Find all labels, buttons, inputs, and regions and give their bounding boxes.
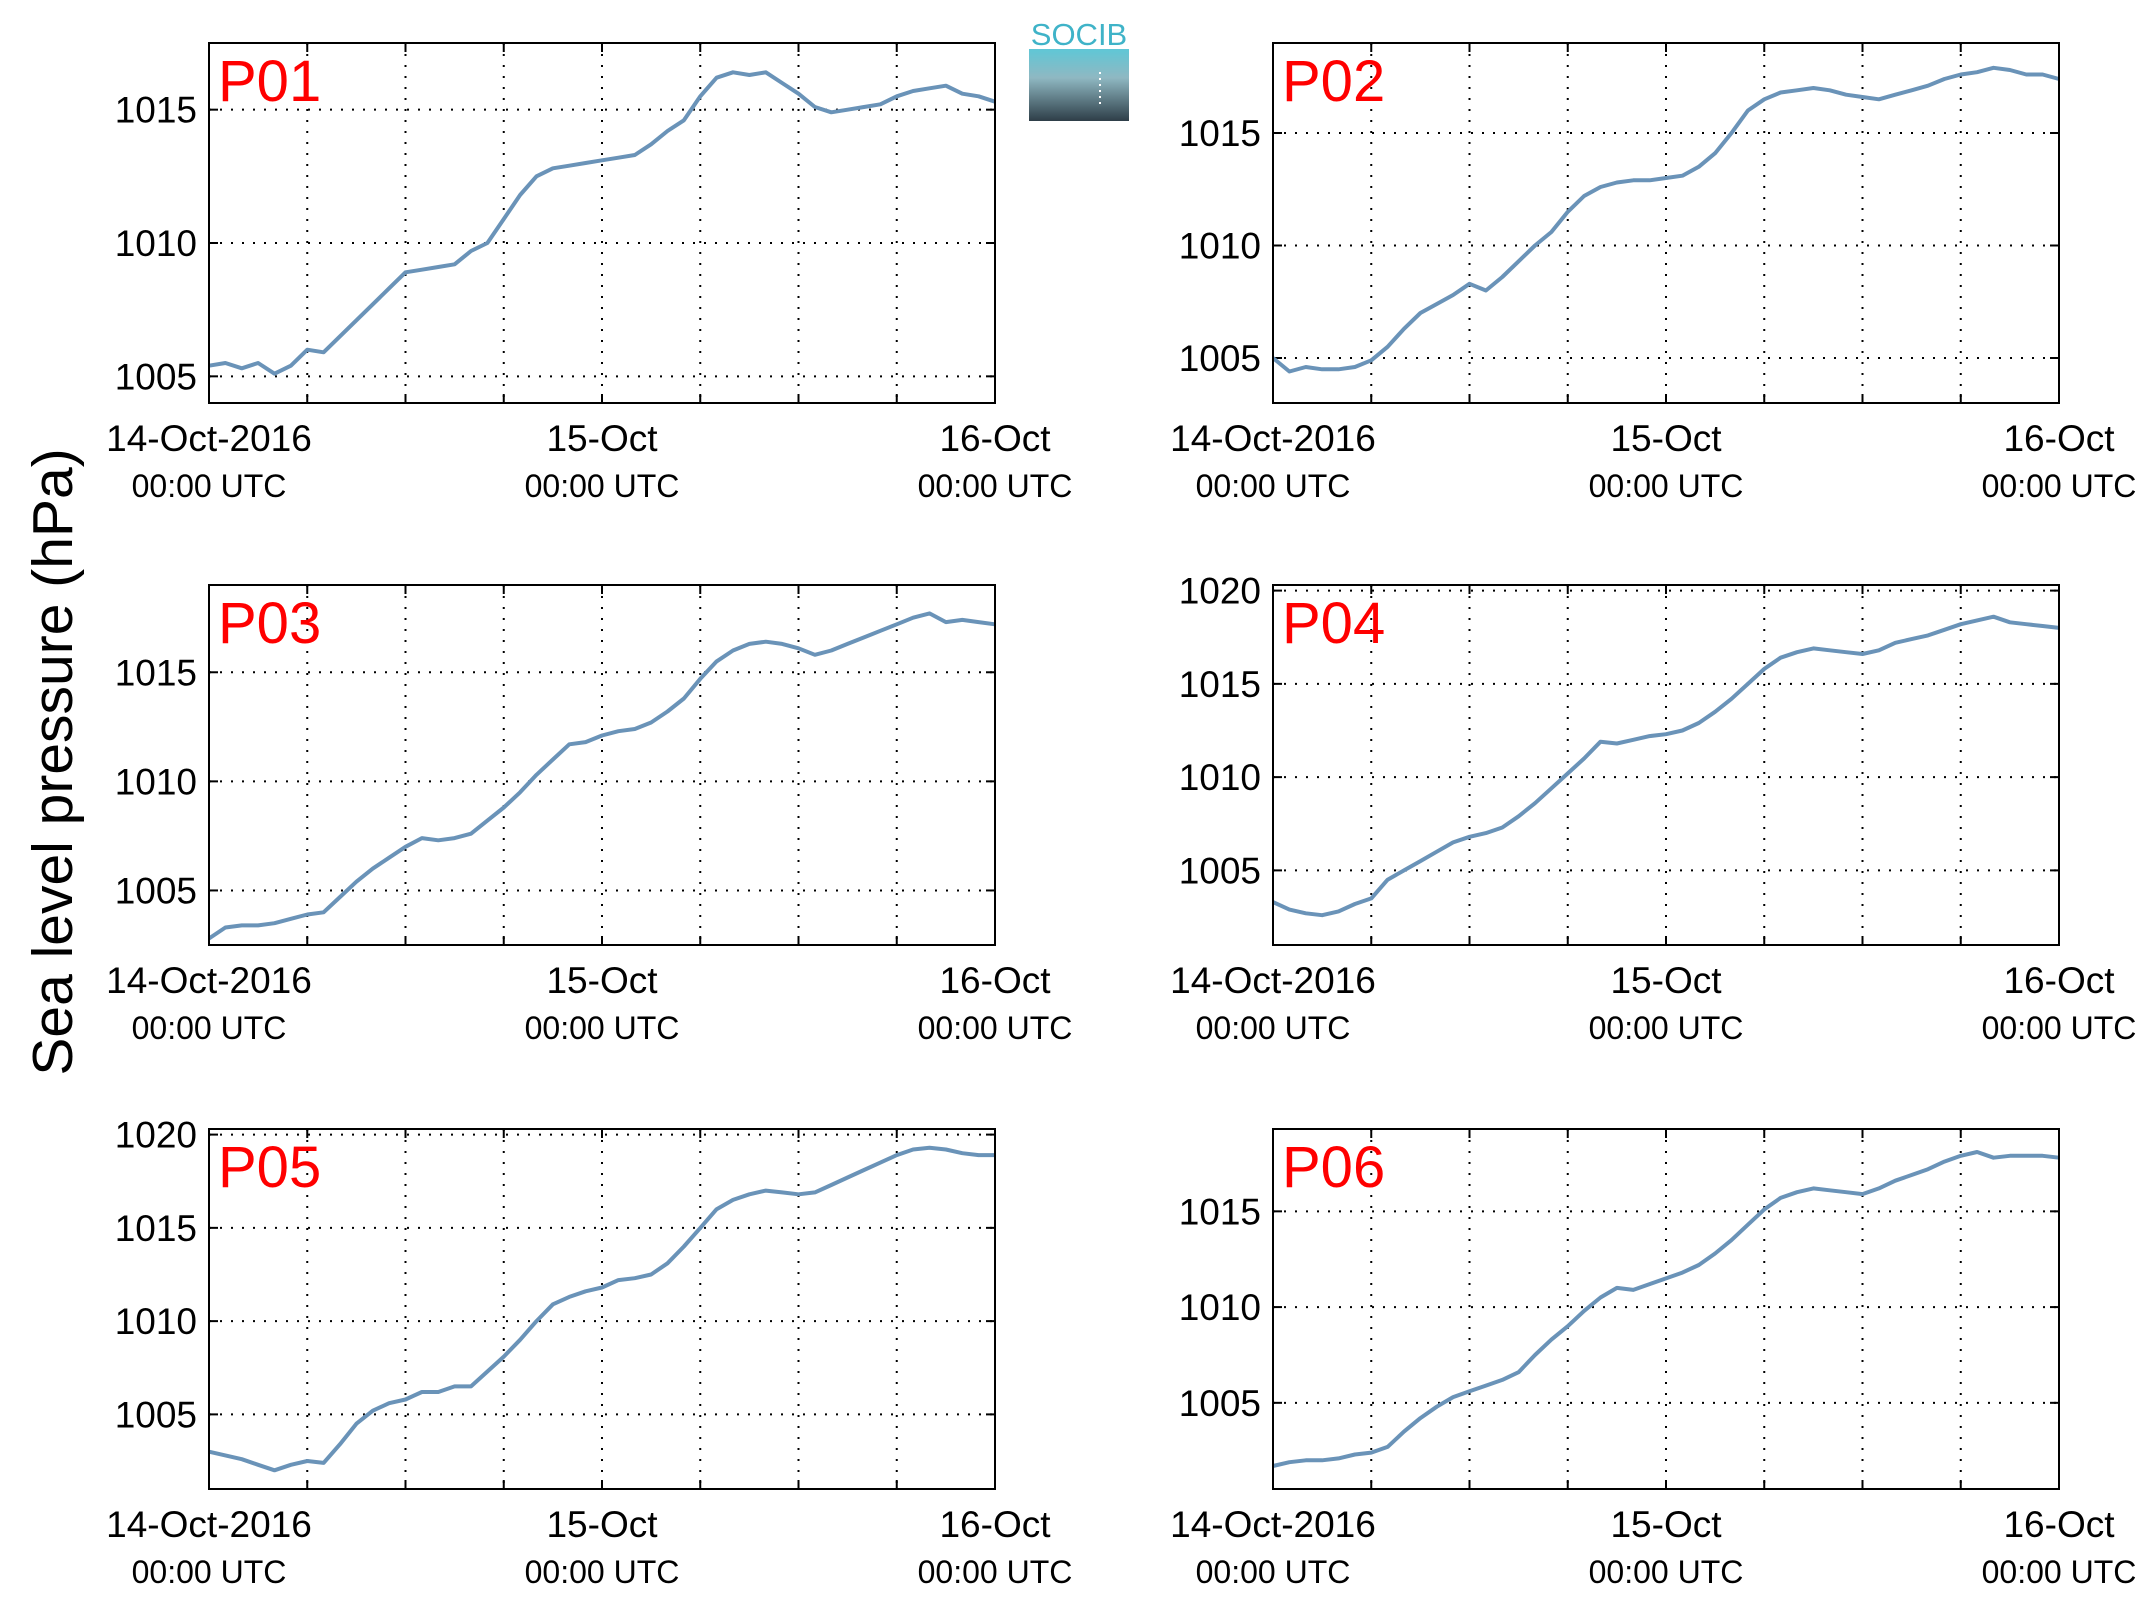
y-tick-label: 1005: [115, 870, 197, 911]
x-tick-label: 14-Oct-2016: [106, 960, 312, 1001]
x-tick-label: 15-Oct: [1610, 1504, 1722, 1545]
y-tick-label: 1010: [115, 1301, 197, 1342]
logo-text: SOCIB: [1031, 17, 1127, 52]
axes-frame: [208, 1128, 996, 1490]
x-tick-sublabel: 00:00 UTC: [1982, 468, 2137, 504]
x-tick-sublabel: 00:00 UTC: [525, 1554, 680, 1590]
y-tick-label: 1005: [1179, 338, 1261, 379]
y-tick-label: 1005: [115, 356, 197, 397]
y-tick-label: 1015: [1179, 113, 1261, 154]
socib-logo: SOCIB: [1029, 17, 1129, 121]
axes-frame: [208, 42, 996, 404]
series-line: [208, 1145, 995, 1473]
y-tick-label: 1015: [115, 652, 197, 693]
x-tick-label: 15-Oct: [546, 960, 658, 1001]
y-tick-label: 1020: [1179, 571, 1261, 612]
x-tick-label: 16-Oct: [939, 1504, 1051, 1545]
y-axis-label: Sea level pressure (hPa): [21, 448, 85, 1075]
x-tick-sublabel: 00:00 UTC: [1196, 468, 1351, 504]
axes-frame: [1272, 1128, 2060, 1490]
x-tick-sublabel: 00:00 UTC: [1589, 1010, 1744, 1046]
x-tick-label: 14-Oct-2016: [1170, 1504, 1376, 1545]
x-tick-sublabel: 00:00 UTC: [132, 1554, 287, 1590]
x-tick-label: 16-Oct: [939, 960, 1051, 1001]
panel-p05: 1005 1010 1015 1020 14-Oct-2016 00:00 UTC 15-O…: [106, 1115, 1072, 1590]
x-tick-sublabel: 00:00 UTC: [918, 468, 1073, 504]
y-tick-label: 1005: [1179, 1383, 1261, 1424]
x-tick-label: 15-Oct: [546, 418, 658, 459]
x-tick-label: 15-Oct: [1610, 960, 1722, 1001]
panel-title: P06: [1282, 1135, 1385, 1200]
x-tick-sublabel: 00:00 UTC: [1196, 1554, 1351, 1590]
y-tick-label: 1010: [1179, 226, 1261, 267]
x-tick-sublabel: 00:00 UTC: [918, 1554, 1073, 1590]
panel-p01: 1005 1010 1015 14-Oct-2016 00:00 UTC 15-Oct 00…: [106, 42, 1073, 504]
series-line: [1272, 1150, 2060, 1468]
x-tick-sublabel: 00:00 UTC: [525, 468, 680, 504]
panel-title: P04: [1282, 591, 1385, 656]
x-tick-label: 14-Oct-2016: [106, 1504, 312, 1545]
x-tick-label: 14-Oct-2016: [106, 418, 312, 459]
y-tick-label: 1005: [1179, 850, 1261, 891]
y-tick-label: 1015: [1179, 664, 1261, 705]
panel-title: P02: [1282, 49, 1385, 114]
axes-frame: [208, 584, 996, 946]
axes-frame: [1272, 584, 2060, 946]
y-tick-label: 1015: [115, 90, 197, 131]
x-tick-label: 15-Oct: [1610, 418, 1722, 459]
x-tick-sublabel: 00:00 UTC: [1589, 468, 1744, 504]
x-tick-label: 16-Oct: [2003, 1504, 2115, 1545]
panel-p06: 1005 1010 1015 14-Oct-2016 00:00 UTC 15-Oct 00…: [1170, 1128, 2137, 1590]
y-tick-label: 1005: [115, 1394, 197, 1435]
x-tick-sublabel: 00:00 UTC: [1982, 1554, 2137, 1590]
y-tick-label: 1015: [115, 1208, 197, 1249]
panel-title: P05: [218, 1135, 321, 1200]
y-tick-label: 1010: [115, 223, 197, 264]
series-line: [207, 611, 996, 941]
panel-p03: 1005 1010 1015 14-Oct-2016 00:00 UTC 15-Oct 00…: [106, 584, 1073, 1046]
x-tick-sublabel: 00:00 UTC: [132, 468, 287, 504]
x-tick-label: 16-Oct: [939, 418, 1051, 459]
y-tick-label: 1020: [115, 1115, 197, 1156]
x-tick-label: 16-Oct: [2003, 418, 2115, 459]
y-tick-label: 1010: [1179, 1287, 1261, 1328]
series-line: [1271, 65, 2060, 374]
y-tick-label: 1010: [115, 761, 197, 802]
panel-title: P01: [218, 49, 321, 114]
x-tick-label: 14-Oct-2016: [1170, 960, 1376, 1001]
x-tick-label: 15-Oct: [546, 1504, 658, 1545]
x-tick-label: 14-Oct-2016: [1170, 418, 1376, 459]
x-tick-sublabel: 00:00 UTC: [1982, 1010, 2137, 1046]
axes-frame: [1272, 42, 2060, 404]
y-tick-label: 1015: [1179, 1191, 1261, 1232]
panel-p02: 1005 1010 1015 14-Oct-2016 00:00 UTC 15-Oct 00…: [1170, 42, 2137, 504]
x-tick-sublabel: 00:00 UTC: [525, 1010, 680, 1046]
x-tick-sublabel: 00:00 UTC: [918, 1010, 1073, 1046]
series-line: [208, 70, 996, 376]
panel-title: P03: [218, 591, 321, 656]
x-tick-sublabel: 00:00 UTC: [1589, 1554, 1744, 1590]
panel-p04: 1005 1010 1015 1020 14-Oct-2016 00:00 UTC 15-O…: [1170, 571, 2136, 1046]
x-tick-sublabel: 00:00 UTC: [1196, 1010, 1351, 1046]
y-tick-label: 1010: [1179, 757, 1261, 798]
x-tick-sublabel: 00:00 UTC: [132, 1010, 287, 1046]
logo-wave: [1029, 49, 1129, 121]
series-line: [1272, 614, 2060, 918]
x-tick-label: 16-Oct: [2003, 960, 2115, 1001]
